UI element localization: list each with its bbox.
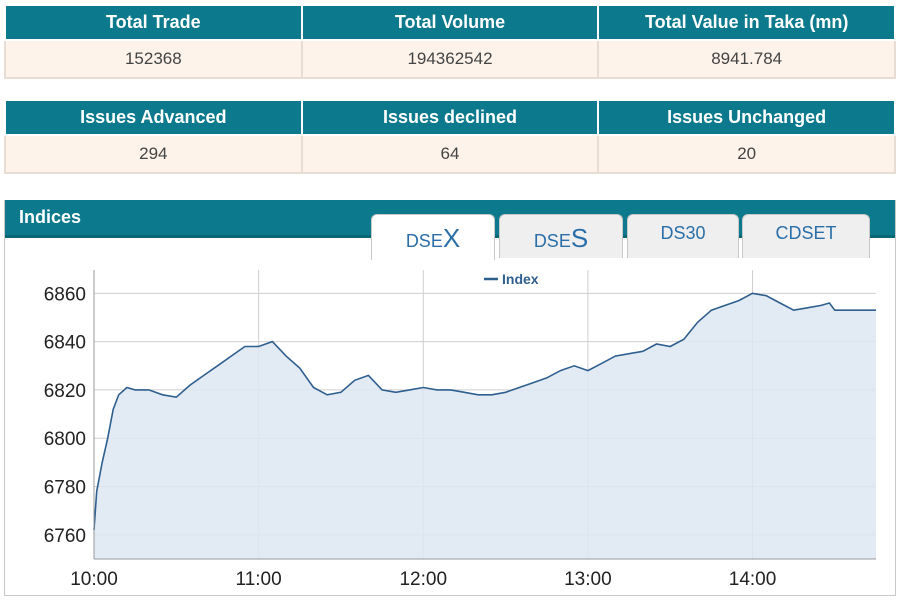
x-tick-label: 10:00 [70,569,118,590]
series-line [93,292,876,531]
tab-dses-prefix: DSE [533,231,571,251]
total-trade-value: 152368 [4,39,303,79]
y-tick-label: 6780 [44,478,86,499]
indices-title: Indices [19,207,82,227]
y-tick-label: 6760 [44,526,86,547]
x-tick-label: 13:00 [564,569,612,590]
x-tick-label: 12:00 [399,569,447,590]
issues-advanced-value: 294 [4,134,303,174]
x-tick-label: 11:00 [236,569,282,590]
issues-unchanged-value: 20 [597,134,896,174]
issues-stats-table: Issues Advanced Issues declined Issues U… [4,101,896,174]
tab-dses-suffix: S [570,223,589,253]
y-tick-label: 6840 [44,333,86,354]
tab-ds30[interactable]: DS30 [627,214,739,258]
issues-unchanged-header: Issues Unchanged [597,101,896,136]
legend-label: Index [502,271,539,287]
total-volume-value: 194362542 [300,39,600,79]
total-value-value: 8941.784 [597,39,896,79]
tab-dsex[interactable]: DSEX [371,214,495,260]
issues-declined-header: Issues declined [300,101,600,136]
issues-advanced-header: Issues Advanced [4,101,303,136]
issues-declined-value: 64 [300,134,600,174]
y-tick-label: 6800 [44,429,86,450]
y-tick-label: 6860 [44,284,86,305]
series-area [94,293,876,559]
index-chart: 6760 6780 6800 6820 6840 6860 10:00 11:00 12:00 1… [44,244,876,590]
y-tick-label: 6820 [44,381,86,402]
tab-dsex-suffix: X [442,223,461,253]
tab-cdset[interactable]: CDSET [742,214,870,258]
total-volume-header: Total Volume [300,6,600,41]
tab-cdset-label: CDSET [775,223,837,243]
market-stats-table: Total Trade Total Volume Total Value in … [4,6,896,79]
x-tick-label: 14:00 [729,569,777,590]
tab-dsex-prefix: DSE [405,231,443,251]
total-trade-header: Total Trade [4,6,303,41]
tab-ds30-label: DS30 [660,223,706,243]
tab-dses[interactable]: DSES [499,214,623,258]
total-value-header: Total Value in Taka (mn) [597,6,896,41]
indices-panel: Indices 6760 6780 6800 6820 6840 6860 10:00 11:… [4,200,896,596]
